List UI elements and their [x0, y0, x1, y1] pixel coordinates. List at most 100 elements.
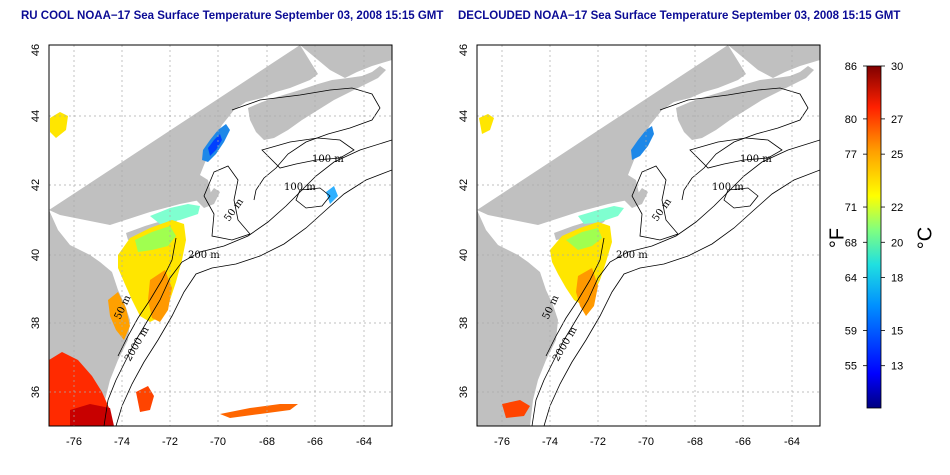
fahrenheit-unit-label: °F — [826, 228, 848, 248]
lon-tick-label: -74 — [114, 436, 130, 448]
colorbar-ticks: 86 30 80 27 77 25 71 22 68 20 64 18 59 15 55 13 — [845, 61, 904, 373]
sst-patch-hatteras-dark — [70, 404, 114, 426]
contour-label: 100 m — [740, 154, 772, 165]
celsius-tick-label: 25 — [891, 149, 903, 161]
sst-patch-shelf-green — [135, 226, 176, 252]
contour-200m — [103, 139, 392, 426]
contour-georges — [295, 187, 331, 209]
sst-patch-shelf-green — [566, 228, 602, 250]
contour-label: 200 m — [616, 250, 648, 261]
right-map-title: DECLOUDED NOAA−17 Sea Surface Temperatur… — [458, 10, 901, 22]
contour-50m-inner — [545, 237, 605, 357]
fahrenheit-tick-label: 68 — [845, 237, 857, 249]
celsius-tick-label: 30 — [891, 61, 903, 73]
right-lon-axis: -76 -74 -72 -70 -68 -66 -64 — [494, 436, 800, 448]
bathymetry-contours — [103, 87, 392, 426]
lon-tick-label: -64 — [784, 436, 800, 448]
right-map-frame — [476, 44, 821, 427]
lon-tick-label: -72 — [590, 436, 606, 448]
land-nova-scotia — [676, 66, 814, 140]
sst-patch-gulf-of-maine — [578, 206, 624, 224]
lon-tick-label: -76 — [66, 436, 82, 448]
land-nova-scotia — [248, 66, 386, 140]
lon-tick-label: -68 — [687, 436, 703, 448]
right-map-content: 100 m 100 m 50 m 200 m 50 m 2000 m — [477, 45, 820, 426]
sst-patch-georges-blue — [326, 186, 338, 204]
contour-2000m — [115, 169, 392, 426]
right-map-panel: 100 m 100 m 50 m 200 m 50 m 2000 m -76 -… — [458, 44, 821, 448]
colorbar-scale — [866, 65, 882, 409]
lat-tick-label: 36 — [458, 386, 470, 398]
contour-label: 100 m — [712, 182, 744, 193]
land-delmarva — [516, 290, 540, 345]
sst-patch-gulf-of-maine — [150, 204, 200, 224]
lon-tick-label: -72 — [162, 436, 178, 448]
lat-tick-label: 38 — [30, 317, 42, 329]
lat-lon-grid — [477, 45, 820, 426]
lon-tick-label: -66 — [735, 436, 751, 448]
fahrenheit-tick-label: 64 — [845, 273, 857, 285]
fahrenheit-tick-label: 86 — [845, 61, 857, 73]
sst-patch-offshore-streak — [220, 404, 298, 418]
left-lat-axis: 36 38 40 42 44 46 — [30, 44, 42, 398]
fahrenheit-tick-label: 77 — [845, 149, 857, 161]
left-map-content: 100 m 100 m 50 m 200 m 50 m 2000 m — [49, 45, 392, 426]
sst-patch-maine-inner — [208, 134, 222, 156]
lat-tick-label: 40 — [30, 249, 42, 261]
lon-tick-label: -70 — [638, 436, 654, 448]
lon-tick-label: -74 — [542, 436, 558, 448]
lat-tick-label: 42 — [30, 179, 42, 191]
sst-patch-offshore-red — [136, 386, 154, 412]
lat-tick-label: 44 — [458, 110, 470, 122]
bathymetry-contours — [531, 87, 820, 426]
lon-tick-label: -68 — [259, 436, 275, 448]
left-map-frame — [48, 44, 393, 427]
contour-100m-inner — [261, 137, 355, 169]
land-mainland — [477, 45, 820, 426]
lat-tick-label: 46 — [30, 44, 42, 56]
left-map-title: RU COOL NOAA−17 Sea Surface Temperature … — [21, 10, 444, 22]
contour-100m — [659, 87, 809, 201]
lat-tick-label: 36 — [30, 386, 42, 398]
lon-tick-label: -76 — [494, 436, 510, 448]
lon-tick-label: -64 — [356, 436, 372, 448]
lon-tick-label: -70 — [210, 436, 226, 448]
contour-label: 200 m — [188, 250, 220, 261]
contour-100m-inner — [689, 137, 783, 169]
contour-200m — [531, 139, 820, 426]
celsius-tick-label: 20 — [891, 237, 903, 249]
right-lat-axis: 36 38 40 42 44 46 — [458, 44, 470, 398]
fahrenheit-tick-label: 55 — [845, 361, 857, 373]
sst-patch-northwest-yellow — [479, 114, 494, 134]
lat-tick-label: 38 — [458, 317, 470, 329]
contour-50m-inner — [117, 237, 177, 357]
contour-50m-shelf — [203, 165, 251, 241]
sst-patch-offshore-red — [502, 400, 530, 418]
lat-tick-label: 46 — [458, 44, 470, 56]
fahrenheit-tick-label: 71 — [845, 202, 857, 214]
left-lon-axis: -76 -74 -72 -70 -68 -66 -64 — [66, 436, 372, 448]
contour-georges — [723, 187, 759, 209]
land-delmarva — [88, 290, 112, 345]
lon-tick-label: -66 — [307, 436, 323, 448]
celsius-tick-label: 15 — [891, 325, 903, 337]
sst-patch-slope-orange — [148, 270, 172, 322]
contour-label: 100 m — [312, 154, 344, 165]
sst-patch-maine-coast — [631, 126, 654, 160]
contour-100m — [231, 87, 381, 201]
sst-patch-northwest-yellow — [50, 112, 68, 138]
celsius-tick-label: 22 — [891, 202, 903, 214]
contour-2000m — [543, 169, 820, 426]
contour-label: 100 m — [284, 182, 316, 193]
celsius-tick-label: 18 — [891, 273, 903, 285]
left-map-panel: 100 m 100 m 50 m 200 m 50 m 2000 m -76 -… — [30, 44, 393, 448]
land-cape-cod — [624, 188, 648, 208]
right-map-geography: 100 m 100 m 50 m 200 m 50 m 2000 m — [477, 45, 820, 426]
lat-tick-label: 40 — [458, 249, 470, 261]
lat-tick-label: 42 — [458, 179, 470, 191]
contour-50m-shelf — [631, 165, 679, 241]
celsius-unit-label: °C — [914, 227, 936, 249]
land-cape-cod — [196, 188, 220, 208]
celsius-tick-label: 13 — [891, 361, 903, 373]
